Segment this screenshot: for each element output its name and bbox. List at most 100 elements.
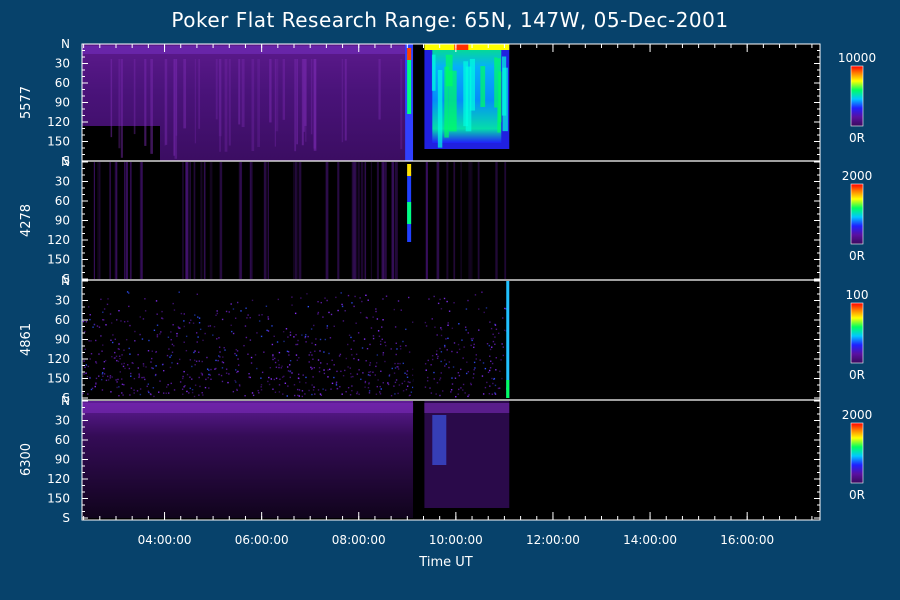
emission-speckle: [281, 365, 283, 367]
emission-streak: [140, 162, 143, 279]
emission-speckle: [433, 378, 435, 380]
y-tick-label: S: [62, 511, 70, 525]
emission-speckle: [296, 343, 299, 346]
emission-speckle: [345, 391, 347, 393]
emission-streak: [313, 59, 317, 151]
emission-speckle: [109, 375, 112, 377]
emission-speckle: [504, 307, 506, 310]
emission-speckle: [356, 392, 358, 395]
emission-speckle: [87, 306, 90, 308]
emission-speckle: [172, 324, 174, 326]
data-gap: [413, 162, 425, 279]
emission-speckle: [447, 322, 449, 324]
emission-speckle: [189, 359, 192, 361]
emission-speckle: [221, 367, 224, 369]
aurora-arc: [407, 48, 412, 60]
emission-speckle: [188, 392, 190, 394]
emission-speckle: [275, 377, 278, 380]
emission-speckle: [458, 374, 461, 377]
colorbar-frame: [850, 183, 864, 245]
emission-speckle: [361, 347, 364, 349]
emission-streak: [200, 162, 202, 279]
emission-speckle: [147, 383, 150, 385]
emission-speckle: [365, 360, 367, 362]
emission-speckle: [305, 333, 307, 336]
emission-speckle: [155, 350, 158, 353]
emission-speckle: [353, 340, 355, 342]
emission-speckle: [92, 326, 94, 328]
emission-speckle: [304, 335, 307, 338]
emission-speckle: [434, 326, 436, 328]
emission-speckle: [488, 392, 491, 395]
emission-speckle: [218, 373, 220, 376]
emission-speckle: [387, 383, 390, 386]
emission-speckle: [324, 389, 327, 391]
aurora-ray: [449, 70, 457, 132]
emission-streak: [133, 59, 136, 135]
emission-speckle: [335, 382, 338, 385]
emission-speckle: [205, 378, 207, 381]
emission-speckle: [215, 359, 217, 362]
emission-speckle: [144, 298, 146, 300]
emission-streak: [185, 162, 189, 279]
emission-speckle: [110, 391, 112, 393]
emission-speckle: [141, 338, 144, 340]
emission-speckle: [193, 359, 196, 361]
y-tick-label: 30: [55, 57, 70, 71]
emission-speckle: [248, 376, 250, 378]
colorbar-frame: [850, 422, 864, 484]
emission-speckle: [109, 377, 111, 379]
emission-speckle: [406, 370, 409, 372]
colorbar: [851, 303, 863, 363]
emission-speckle: [183, 370, 185, 373]
emission-speckle: [319, 350, 321, 352]
emission-speckle: [115, 355, 118, 358]
emission-speckle: [335, 296, 337, 299]
emission-speckle: [368, 382, 370, 384]
emission-speckle: [470, 344, 472, 347]
emission-speckle: [166, 354, 169, 357]
emission-speckle: [191, 365, 193, 368]
emission-speckle: [317, 389, 320, 391]
emission-speckle: [196, 293, 199, 295]
emission-speckle: [492, 382, 494, 385]
emission-speckle: [185, 335, 188, 338]
emission-speckle: [439, 347, 441, 350]
emission-speckle: [505, 308, 507, 310]
emission-speckle: [214, 368, 216, 370]
emission-speckle: [330, 313, 333, 316]
emission-speckle: [288, 354, 290, 356]
emission-speckle: [347, 366, 349, 368]
emission-speckle: [260, 377, 262, 379]
emission-speckle: [312, 358, 314, 360]
emission-ray: [432, 415, 447, 465]
emission-speckle: [275, 366, 278, 368]
emission-speckle: [333, 364, 335, 366]
emission-speckle: [153, 395, 155, 398]
panel-label: 4861: [19, 323, 34, 356]
emission-speckle: [192, 322, 195, 324]
emission-speckle: [424, 321, 427, 324]
emission-speckle: [360, 378, 362, 381]
emission-speckle: [254, 354, 257, 356]
emission-speckle: [222, 361, 225, 364]
emission-speckle: [341, 393, 343, 395]
emission-speckle: [412, 374, 414, 376]
emission-speckle: [221, 380, 224, 383]
emission-speckle: [408, 394, 411, 397]
emission-speckle: [385, 295, 388, 297]
emission-speckle: [390, 394, 393, 397]
emission-speckle: [120, 320, 122, 322]
emission-speckle: [372, 371, 374, 373]
emission-speckle: [355, 322, 357, 324]
emission-speckle: [194, 384, 197, 386]
emission-streak: [238, 162, 242, 279]
aurora-top-edge: [454, 44, 469, 50]
emission-speckle: [406, 373, 408, 376]
emission-speckle: [156, 313, 158, 315]
emission-streak: [249, 162, 252, 279]
emission-speckle: [134, 340, 136, 342]
emission-speckle: [121, 354, 123, 356]
emission-speckle: [307, 305, 310, 308]
emission-speckle: [142, 363, 145, 365]
